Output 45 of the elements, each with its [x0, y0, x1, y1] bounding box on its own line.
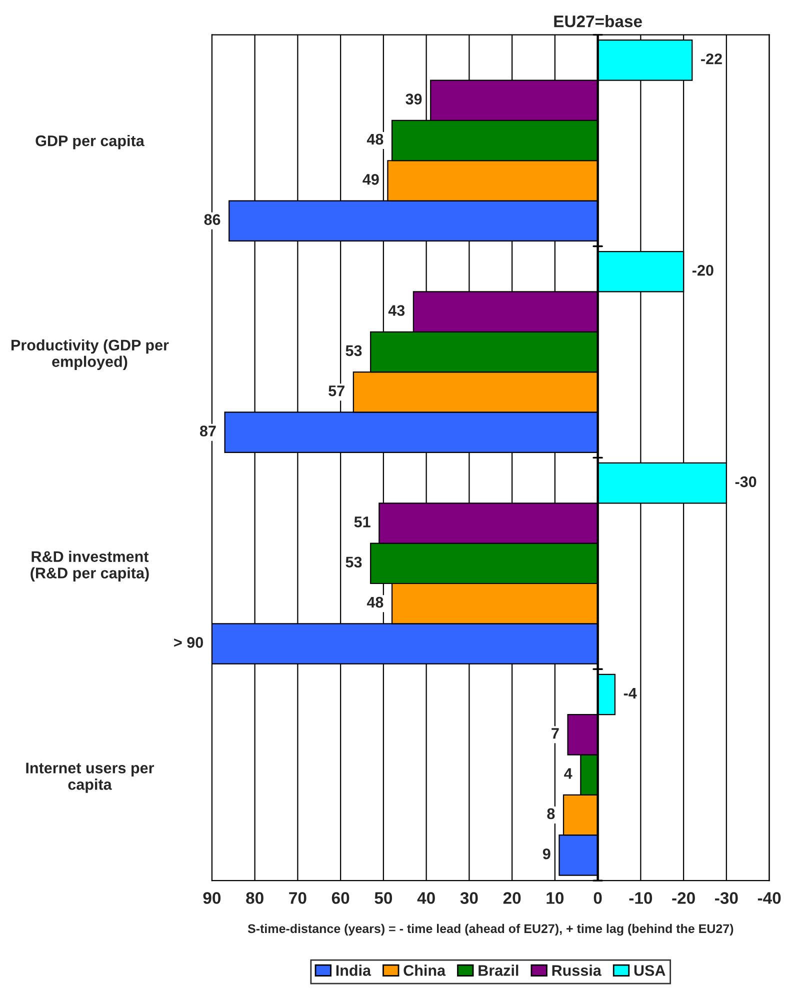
y-tick-label: R&D investment (R&D per capita)	[30, 550, 149, 582]
x-tick-label: 10	[546, 892, 564, 904]
x-tick-label: -40	[758, 892, 781, 904]
legend-label: USA	[634, 965, 666, 976]
x-tick-label: 60	[332, 892, 350, 904]
data-label: 49	[362, 174, 379, 185]
x-tick-label: 40	[417, 892, 435, 904]
data-label: 4	[564, 768, 572, 779]
data-label: 57	[328, 386, 344, 396]
x-tick-label: 20	[503, 892, 521, 904]
data-label: 39	[406, 94, 422, 104]
x-tick-label: 90	[203, 892, 221, 904]
data-label: -22	[701, 53, 722, 64]
data-label: > 90	[174, 637, 203, 648]
data-label: 53	[346, 345, 362, 356]
x-axis-title: S-time-distance (years) = - time lead (ahead of EU27), + time lag (behind the EU27)	[248, 924, 734, 936]
y-tick-label: Productivity (GDP per employed)	[12, 339, 169, 370]
data-label: -30	[735, 476, 756, 488]
data-label: 53	[346, 556, 362, 568]
x-tick-label: -10	[629, 892, 652, 904]
data-label: 48	[366, 596, 384, 608]
x-tick-label: -20	[672, 892, 695, 904]
data-label: -20	[692, 264, 714, 276]
data-label: 7	[552, 728, 559, 739]
legend-label: India	[336, 964, 372, 976]
x-tick-label: 70	[289, 892, 306, 904]
data-label: 8	[547, 808, 555, 820]
legend-label: China	[404, 964, 446, 976]
data-label: -4	[624, 688, 637, 698]
data-label: 51	[354, 516, 370, 528]
data-label: 87	[200, 426, 216, 436]
x-tick-label: 50	[374, 892, 392, 904]
legend-label: Russia	[552, 964, 602, 976]
data-label: 86	[204, 214, 220, 225]
data-label: 43	[388, 305, 405, 316]
data-label: 48	[366, 134, 384, 145]
x-tick-label: -30	[715, 892, 738, 904]
x-tick-label: 30	[460, 892, 478, 904]
legend-label: Brazil	[478, 964, 518, 976]
ref-line-label: EU27=base	[554, 15, 642, 28]
data-label: 9	[542, 848, 550, 860]
x-tick-label: 0	[594, 892, 602, 904]
y-tick-label: GDP per capita	[36, 135, 144, 150]
x-tick-label: 80	[246, 892, 264, 904]
y-tick-label: Internet users per capita	[26, 762, 154, 793]
